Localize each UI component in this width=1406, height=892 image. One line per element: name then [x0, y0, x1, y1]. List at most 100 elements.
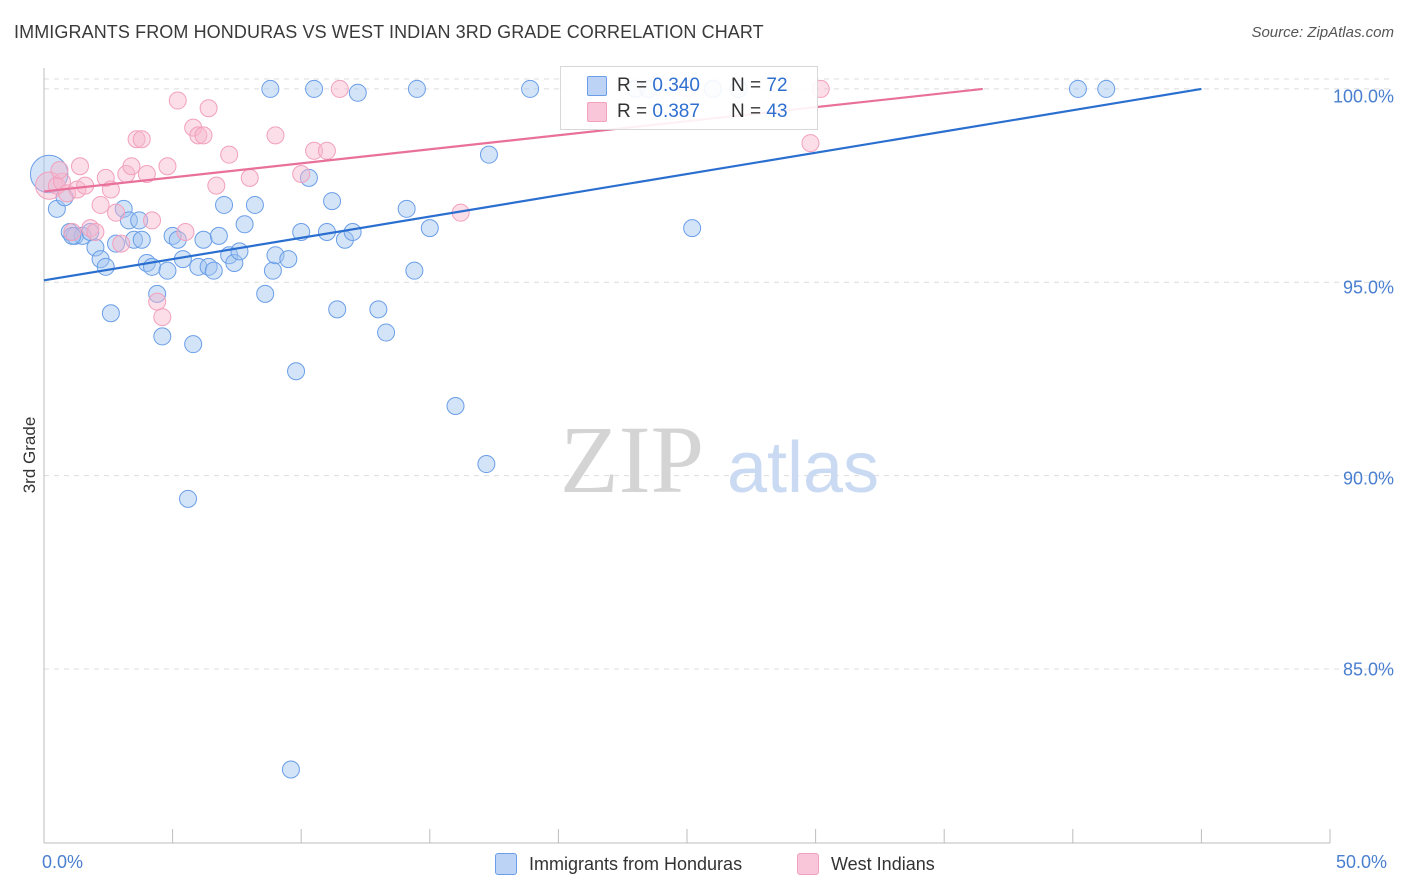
- west-indian-point: [63, 223, 82, 242]
- y-tick-label: 95.0%: [1342, 277, 1394, 298]
- west-indian-point: [122, 157, 141, 176]
- legend-label: Immigrants from Honduras: [529, 853, 743, 874]
- honduras-point: [209, 226, 228, 245]
- x-tick-label: 50.0%: [1336, 852, 1388, 872]
- pink-swatch-icon: [797, 853, 819, 875]
- west-indian-point: [801, 134, 820, 153]
- honduras-point: [86, 238, 105, 257]
- honduras-point: [305, 79, 324, 98]
- honduras-point: [1068, 79, 1087, 98]
- honduras-point: [377, 323, 396, 342]
- y-axis-label: 3rd Grade: [20, 416, 39, 494]
- source-label: Source: ZipAtlas.com: [1251, 24, 1394, 41]
- honduras-point: [279, 250, 298, 269]
- y-tick-label: 100.0%: [1332, 86, 1394, 107]
- honduras-point: [158, 261, 177, 280]
- honduras-point: [683, 219, 702, 238]
- n-value: 43: [766, 101, 788, 122]
- honduras-point: [477, 455, 496, 474]
- honduras-point: [225, 253, 244, 272]
- west-indian-trend-line: [43, 87, 983, 193]
- honduras-point: [179, 489, 198, 508]
- west-indian-point: [199, 99, 218, 118]
- west-indian-point: [96, 168, 115, 187]
- honduras-point: [204, 261, 223, 280]
- honduras-point: [263, 261, 282, 280]
- blue-swatch-icon: [495, 853, 517, 875]
- honduras-point: [369, 300, 388, 319]
- stats-legend: R = 0.340 N = 72 R = 0.387 N = 43: [560, 66, 818, 130]
- legend-label: West Indians: [831, 853, 935, 874]
- trend-lines: [43, 87, 1202, 282]
- west-indian-point: [176, 223, 195, 242]
- honduras-point: [479, 145, 498, 164]
- west-indian-point: [266, 126, 285, 145]
- honduras-point: [215, 195, 234, 214]
- west-indian-point: [317, 141, 336, 160]
- honduras-point: [235, 215, 254, 234]
- west-indian-point: [143, 211, 162, 230]
- r-label: R =: [617, 101, 648, 122]
- honduras-point: [29, 154, 69, 194]
- honduras-point: [148, 284, 167, 303]
- pink-swatch-icon: [587, 102, 607, 122]
- gridlines: [44, 78, 1392, 670]
- west-indian-point: [158, 157, 177, 176]
- honduras-point: [230, 242, 249, 261]
- honduras-point: [397, 199, 416, 218]
- watermark: ZIP atlas: [560, 406, 879, 513]
- honduras-point: [407, 79, 426, 98]
- west-indian-point: [91, 195, 110, 214]
- west-indian-point: [194, 126, 213, 145]
- honduras-point: [343, 223, 362, 242]
- west-indian-point: [207, 176, 226, 195]
- west-indian-point: [86, 223, 105, 242]
- r-value: 0.340: [652, 75, 700, 96]
- honduras-point: [521, 79, 540, 98]
- west-indian-point: [137, 165, 156, 184]
- honduras-point: [261, 79, 280, 98]
- honduras-point: [130, 211, 149, 230]
- honduras-point: [194, 230, 213, 249]
- west-indian-point: [127, 130, 146, 149]
- honduras-point: [189, 257, 208, 276]
- honduras-point: [132, 230, 151, 249]
- west-indian-point: [330, 79, 349, 98]
- watermark-atlas: atlas: [727, 428, 879, 508]
- west-indian-point: [305, 141, 324, 160]
- west-indian-point: [132, 130, 151, 149]
- west-indian-point: [50, 161, 69, 180]
- honduras-point: [101, 304, 120, 323]
- west-indian-point: [148, 292, 167, 311]
- n-value: 72: [766, 75, 788, 96]
- honduras-point: [405, 261, 424, 280]
- honduras-point: [96, 257, 115, 276]
- west-indian-point: [112, 234, 131, 253]
- honduras-point: [281, 760, 300, 779]
- blue-swatch-icon: [587, 76, 607, 96]
- west-indian-point: [168, 91, 187, 110]
- y-tick-label: 85.0%: [1342, 659, 1394, 680]
- honduras-point: [245, 195, 264, 214]
- n-label: N =: [731, 101, 762, 122]
- honduras-point: [256, 284, 275, 303]
- west-indian-point: [71, 157, 90, 176]
- honduras-point: [420, 219, 439, 238]
- honduras-point: [168, 230, 187, 249]
- watermark-zip: ZIP: [560, 406, 704, 513]
- honduras-point: [446, 397, 465, 416]
- honduras-point: [184, 335, 203, 354]
- honduras-point: [348, 83, 367, 102]
- west-indian-point: [189, 126, 208, 145]
- r-label: R =: [617, 75, 648, 96]
- west-indian-point: [240, 168, 259, 187]
- x-tick-label: 0.0%: [42, 852, 84, 872]
- chart-title: IMMIGRANTS FROM HONDURAS VS WEST INDIAN …: [14, 22, 764, 42]
- legend-item-honduras[interactable]: Immigrants from Honduras: [495, 852, 742, 876]
- honduras-point: [323, 192, 342, 211]
- west-indian-point: [220, 145, 239, 164]
- legend-item-west-indians[interactable]: West Indians: [797, 852, 935, 876]
- axes: [43, 68, 1331, 844]
- honduras-point: [328, 300, 347, 319]
